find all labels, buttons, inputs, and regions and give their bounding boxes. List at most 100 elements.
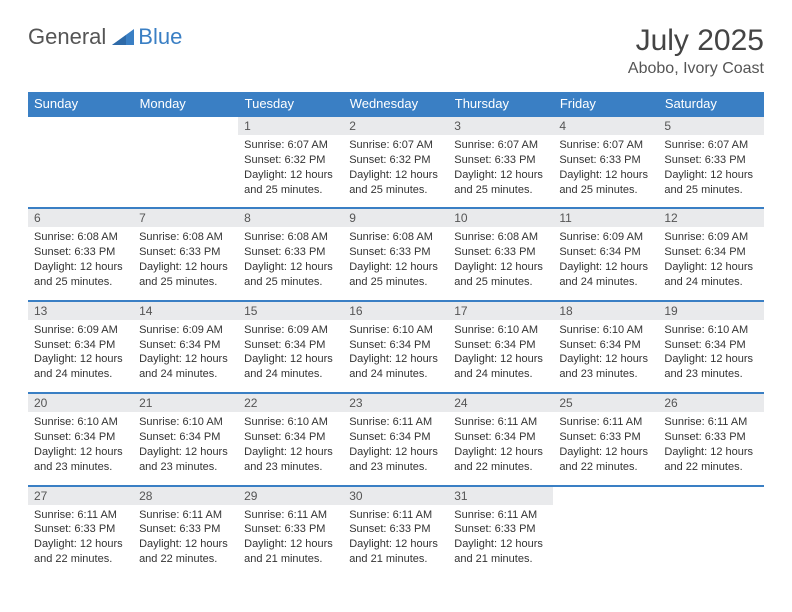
day-data-cell: Sunrise: 6:10 AMSunset: 6:34 PMDaylight:…	[343, 320, 448, 393]
weekday-sunday: Sunday	[28, 92, 133, 116]
sunrise-text: Sunrise: 6:09 AM	[244, 323, 337, 338]
sunrise-text: Sunrise: 6:08 AM	[244, 230, 337, 245]
daylight-text: Daylight: 12 hours and 22 minutes.	[34, 537, 127, 567]
daylight-text: Daylight: 12 hours and 21 minutes.	[349, 537, 442, 567]
sunset-text: Sunset: 6:33 PM	[664, 430, 757, 445]
day-data-row: Sunrise: 6:09 AMSunset: 6:34 PMDaylight:…	[28, 320, 764, 393]
day-number-cell: 20	[28, 393, 133, 412]
sunrise-text: Sunrise: 6:07 AM	[244, 138, 337, 153]
day-data-cell: Sunrise: 6:11 AMSunset: 6:33 PMDaylight:…	[28, 505, 133, 577]
sunrise-text: Sunrise: 6:10 AM	[139, 415, 232, 430]
sunrise-text: Sunrise: 6:07 AM	[559, 138, 652, 153]
day-number-cell: 13	[28, 301, 133, 320]
day-data-cell: Sunrise: 6:07 AMSunset: 6:32 PMDaylight:…	[238, 135, 343, 208]
day-data-cell	[133, 135, 238, 208]
day-number-cell: 12	[658, 208, 763, 227]
daylight-text: Daylight: 12 hours and 25 minutes.	[454, 260, 547, 290]
sunset-text: Sunset: 6:33 PM	[454, 153, 547, 168]
day-data-cell: Sunrise: 6:08 AMSunset: 6:33 PMDaylight:…	[28, 227, 133, 300]
day-data-cell: Sunrise: 6:10 AMSunset: 6:34 PMDaylight:…	[133, 412, 238, 485]
daylight-text: Daylight: 12 hours and 24 minutes.	[454, 352, 547, 382]
day-number-row: 13141516171819	[28, 301, 764, 320]
day-number-cell: 30	[343, 486, 448, 505]
daylight-text: Daylight: 12 hours and 25 minutes.	[349, 168, 442, 198]
sunrise-text: Sunrise: 6:11 AM	[34, 508, 127, 523]
day-number-cell: 9	[343, 208, 448, 227]
sunset-text: Sunset: 6:33 PM	[244, 522, 337, 537]
weekday-monday: Monday	[133, 92, 238, 116]
day-number-cell: 24	[448, 393, 553, 412]
sunset-text: Sunset: 6:34 PM	[559, 245, 652, 260]
day-number-cell	[553, 486, 658, 505]
sunrise-text: Sunrise: 6:07 AM	[349, 138, 442, 153]
day-number-cell: 19	[658, 301, 763, 320]
daylight-text: Daylight: 12 hours and 25 minutes.	[139, 260, 232, 290]
sunset-text: Sunset: 6:34 PM	[244, 338, 337, 353]
day-data-row: Sunrise: 6:07 AMSunset: 6:32 PMDaylight:…	[28, 135, 764, 208]
sunset-text: Sunset: 6:33 PM	[454, 522, 547, 537]
daylight-text: Daylight: 12 hours and 25 minutes.	[664, 168, 757, 198]
day-number-row: 12345	[28, 116, 764, 135]
sunset-text: Sunset: 6:32 PM	[349, 153, 442, 168]
day-number-cell: 5	[658, 116, 763, 135]
daylight-text: Daylight: 12 hours and 24 minutes.	[664, 260, 757, 290]
sunrise-text: Sunrise: 6:10 AM	[559, 323, 652, 338]
sunrise-text: Sunrise: 6:09 AM	[664, 230, 757, 245]
sunrise-text: Sunrise: 6:10 AM	[349, 323, 442, 338]
sunrise-text: Sunrise: 6:09 AM	[34, 323, 127, 338]
daylight-text: Daylight: 12 hours and 23 minutes.	[244, 445, 337, 475]
weekday-tuesday: Tuesday	[238, 92, 343, 116]
sunset-text: Sunset: 6:33 PM	[139, 522, 232, 537]
day-data-cell: Sunrise: 6:09 AMSunset: 6:34 PMDaylight:…	[658, 227, 763, 300]
day-number-cell: 4	[553, 116, 658, 135]
sunrise-text: Sunrise: 6:11 AM	[244, 508, 337, 523]
logo-triangle-icon	[112, 29, 134, 45]
day-number-cell	[133, 116, 238, 135]
sunset-text: Sunset: 6:33 PM	[664, 153, 757, 168]
day-data-row: Sunrise: 6:08 AMSunset: 6:33 PMDaylight:…	[28, 227, 764, 300]
daylight-text: Daylight: 12 hours and 25 minutes.	[349, 260, 442, 290]
sunset-text: Sunset: 6:34 PM	[559, 338, 652, 353]
daylight-text: Daylight: 12 hours and 22 minutes.	[454, 445, 547, 475]
logo: General Blue	[28, 24, 182, 50]
day-number-cell: 29	[238, 486, 343, 505]
day-data-cell: Sunrise: 6:11 AMSunset: 6:34 PMDaylight:…	[448, 412, 553, 485]
sunrise-text: Sunrise: 6:07 AM	[454, 138, 547, 153]
daylight-text: Daylight: 12 hours and 24 minutes.	[244, 352, 337, 382]
sunset-text: Sunset: 6:34 PM	[34, 430, 127, 445]
day-data-cell: Sunrise: 6:11 AMSunset: 6:33 PMDaylight:…	[658, 412, 763, 485]
sunset-text: Sunset: 6:33 PM	[244, 245, 337, 260]
sunset-text: Sunset: 6:34 PM	[139, 338, 232, 353]
day-data-cell: Sunrise: 6:07 AMSunset: 6:33 PMDaylight:…	[553, 135, 658, 208]
day-data-cell: Sunrise: 6:11 AMSunset: 6:33 PMDaylight:…	[133, 505, 238, 577]
day-data-cell: Sunrise: 6:08 AMSunset: 6:33 PMDaylight:…	[343, 227, 448, 300]
day-data-cell: Sunrise: 6:07 AMSunset: 6:32 PMDaylight:…	[343, 135, 448, 208]
day-data-cell: Sunrise: 6:09 AMSunset: 6:34 PMDaylight:…	[238, 320, 343, 393]
daylight-text: Daylight: 12 hours and 24 minutes.	[349, 352, 442, 382]
day-number-cell: 8	[238, 208, 343, 227]
month-title: July 2025	[628, 24, 764, 58]
daylight-text: Daylight: 12 hours and 25 minutes.	[559, 168, 652, 198]
daylight-text: Daylight: 12 hours and 25 minutes.	[34, 260, 127, 290]
day-data-cell: Sunrise: 6:10 AMSunset: 6:34 PMDaylight:…	[448, 320, 553, 393]
sunrise-text: Sunrise: 6:11 AM	[139, 508, 232, 523]
day-number-cell: 6	[28, 208, 133, 227]
sunrise-text: Sunrise: 6:09 AM	[139, 323, 232, 338]
day-number-cell: 23	[343, 393, 448, 412]
daylight-text: Daylight: 12 hours and 25 minutes.	[244, 168, 337, 198]
sunrise-text: Sunrise: 6:08 AM	[349, 230, 442, 245]
sunrise-text: Sunrise: 6:09 AM	[559, 230, 652, 245]
day-number-cell: 1	[238, 116, 343, 135]
sunset-text: Sunset: 6:33 PM	[454, 245, 547, 260]
day-number-cell: 3	[448, 116, 553, 135]
sunset-text: Sunset: 6:33 PM	[34, 245, 127, 260]
day-data-cell: Sunrise: 6:07 AMSunset: 6:33 PMDaylight:…	[658, 135, 763, 208]
day-data-cell: Sunrise: 6:11 AMSunset: 6:33 PMDaylight:…	[343, 505, 448, 577]
day-data-cell: Sunrise: 6:10 AMSunset: 6:34 PMDaylight:…	[658, 320, 763, 393]
sunrise-text: Sunrise: 6:11 AM	[664, 415, 757, 430]
day-number-cell	[658, 486, 763, 505]
weekday-header-row: Sunday Monday Tuesday Wednesday Thursday…	[28, 92, 764, 116]
sunrise-text: Sunrise: 6:08 AM	[139, 230, 232, 245]
day-number-cell: 28	[133, 486, 238, 505]
page-header: General Blue July 2025 Abobo, Ivory Coas…	[28, 24, 764, 78]
